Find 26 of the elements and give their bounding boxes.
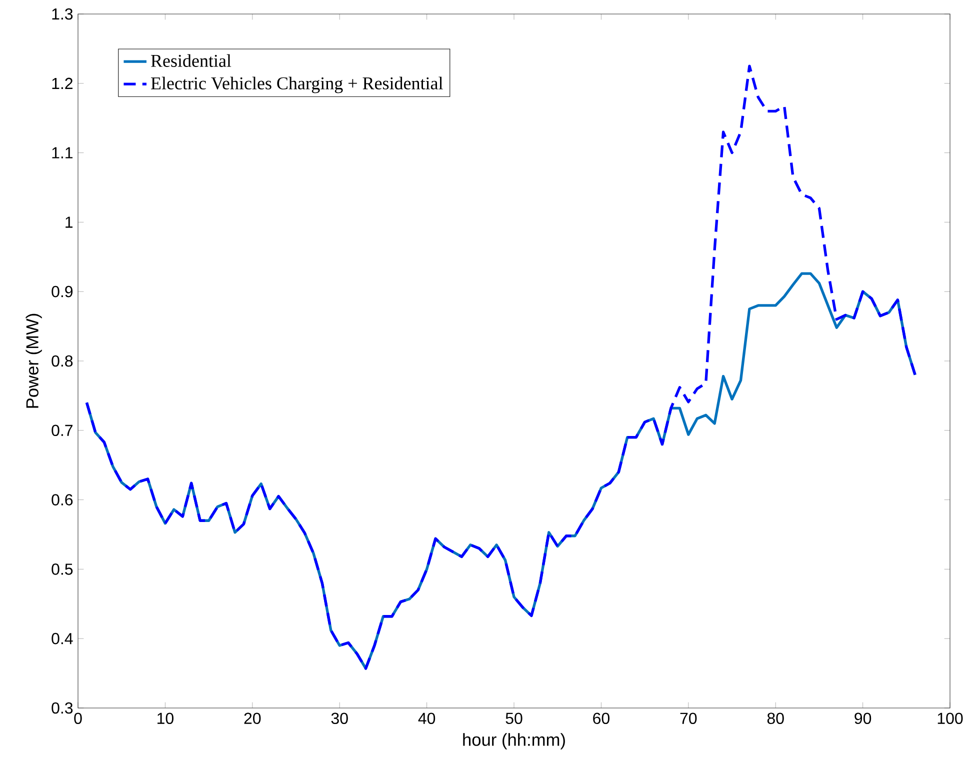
y-tick-label: 1 <box>66 216 73 228</box>
x-tick-label: 90 <box>854 712 872 724</box>
y-axis-title: Power (MW) <box>26 314 42 408</box>
x-tick-label: 40 <box>418 712 436 724</box>
legend-label: Residential <box>151 54 232 67</box>
y-tick-label: 0.6 <box>52 494 73 506</box>
x-tick-label: 70 <box>680 712 697 724</box>
legend-label: Electric Vehicles Charging + Residential <box>151 76 443 94</box>
y-tick-label: 0.7 <box>52 424 72 436</box>
x-tick-label: 30 <box>331 712 348 724</box>
y-tick-label: 0.9 <box>52 286 73 298</box>
x-tick-label: 10 <box>158 712 174 724</box>
x-tick-label: 100 <box>938 712 963 724</box>
y-tick-label: 0.5 <box>52 564 73 575</box>
x-tick-label: 80 <box>767 712 784 724</box>
y-tick-label: 1.2 <box>52 78 72 89</box>
x-tick-label: 60 <box>593 712 610 724</box>
x-axis-title: hour (hh:mm) <box>463 733 565 750</box>
y-tick-label: 1.3 <box>52 8 73 20</box>
y-tick-label: 0.3 <box>52 702 73 714</box>
y-tick-label: 0.4 <box>52 632 73 644</box>
y-tick-label: 0.8 <box>52 355 73 367</box>
x-tick-label: 0 <box>74 712 82 724</box>
y-tick-label: 1.1 <box>52 147 73 158</box>
x-tick-label: 50 <box>506 712 522 724</box>
x-tick-label: 20 <box>244 712 261 724</box>
